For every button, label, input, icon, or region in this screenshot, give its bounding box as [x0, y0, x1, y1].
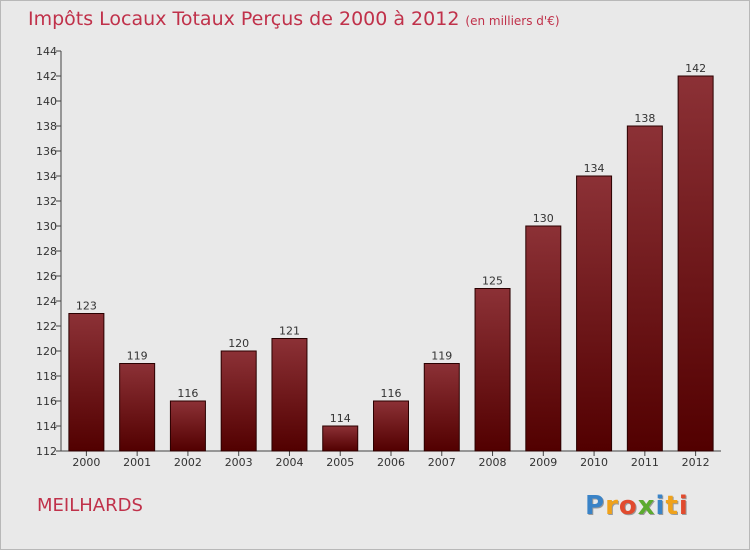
bar-value-label: 130: [533, 212, 554, 225]
x-tick-label: 2005: [326, 456, 354, 469]
bar: [220, 350, 257, 452]
logo-letter: P: [585, 491, 606, 521]
bar: [423, 363, 460, 452]
logo-letter: i: [678, 491, 689, 521]
bar-value-label: 134: [584, 162, 605, 175]
x-tick-label: 2002: [174, 456, 202, 469]
bar-value-label: 114: [330, 412, 351, 425]
unit-note: (en milliers d'€): [465, 14, 560, 28]
x-tick-label: 2006: [377, 456, 405, 469]
chart-title-text: Impôts Locaux Totaux Perçus de 2000 à 20…: [28, 8, 460, 30]
bar: [525, 225, 562, 452]
logo-letter: x: [637, 491, 656, 521]
y-tick-label: 138: [36, 120, 57, 133]
y-tick-label: 140: [36, 95, 57, 108]
y-tick-label: 114: [36, 420, 57, 433]
y-tick-label: 130: [36, 220, 57, 233]
bars: 123 119 116 120 121 114 116 119 125 130 134 138 142: [68, 62, 714, 452]
y-tick-label: 132: [36, 195, 57, 208]
x-tick-label: 2003: [225, 456, 253, 469]
bar: [169, 400, 206, 452]
y-tick-label: 112: [36, 445, 57, 458]
y-tick-label: 122: [36, 320, 57, 333]
x-tick-label: 2010: [580, 456, 608, 469]
bar-value-label: 125: [482, 275, 503, 288]
y-tick-label: 120: [36, 345, 57, 358]
proxiti-logo[interactable]: Proxiti: [585, 491, 689, 521]
y-tick-label: 124: [36, 295, 57, 308]
bar: [271, 338, 308, 452]
logo-letter: o: [618, 491, 638, 521]
bar-value-label: 119: [431, 350, 452, 363]
x-tick-label: 2007: [428, 456, 456, 469]
bar: [677, 75, 714, 452]
x-tick-label: 2012: [682, 456, 710, 469]
y-tick-label: 118: [36, 370, 57, 383]
place-name: MEILHARDS: [37, 495, 143, 516]
bar-value-label: 121: [279, 325, 300, 338]
logo-letter: t: [665, 491, 679, 521]
bar: [119, 363, 156, 452]
x-tick-label: 2001: [123, 456, 151, 469]
x-tick-label: 2004: [275, 456, 303, 469]
y-tick-label: 126: [36, 270, 57, 283]
y-tick-label: 142: [36, 70, 57, 83]
bar: [576, 175, 613, 452]
bar-value-label: 138: [634, 112, 655, 125]
logo-letter: r: [605, 491, 619, 521]
bar-value-label: 123: [76, 300, 97, 313]
bar-value-label: 120: [228, 337, 249, 350]
y-tick-label: 136: [36, 145, 57, 158]
bar: [474, 288, 511, 452]
bar: [68, 313, 105, 452]
x-tick-label: 2008: [479, 456, 507, 469]
x-tick-label: 2000: [72, 456, 100, 469]
y-tick-label: 134: [36, 170, 57, 183]
bar-value-label: 142: [685, 62, 706, 75]
bar-value-label: 116: [381, 387, 402, 400]
y-tick-label: 116: [36, 395, 57, 408]
chart-title: Impôts Locaux Totaux Perçus de 2000 à 20…: [28, 8, 560, 30]
bar-value-label: 119: [127, 350, 148, 363]
bar: [626, 125, 663, 452]
logo-letter: i: [655, 491, 666, 521]
y-tick-label: 144: [36, 45, 57, 58]
bar-value-label: 116: [177, 387, 198, 400]
bar: [373, 400, 409, 452]
bar: [322, 425, 359, 452]
x-tick-label: 2009: [529, 456, 557, 469]
x-tick-label: 2011: [631, 456, 659, 469]
y-tick-label: 128: [36, 245, 57, 258]
